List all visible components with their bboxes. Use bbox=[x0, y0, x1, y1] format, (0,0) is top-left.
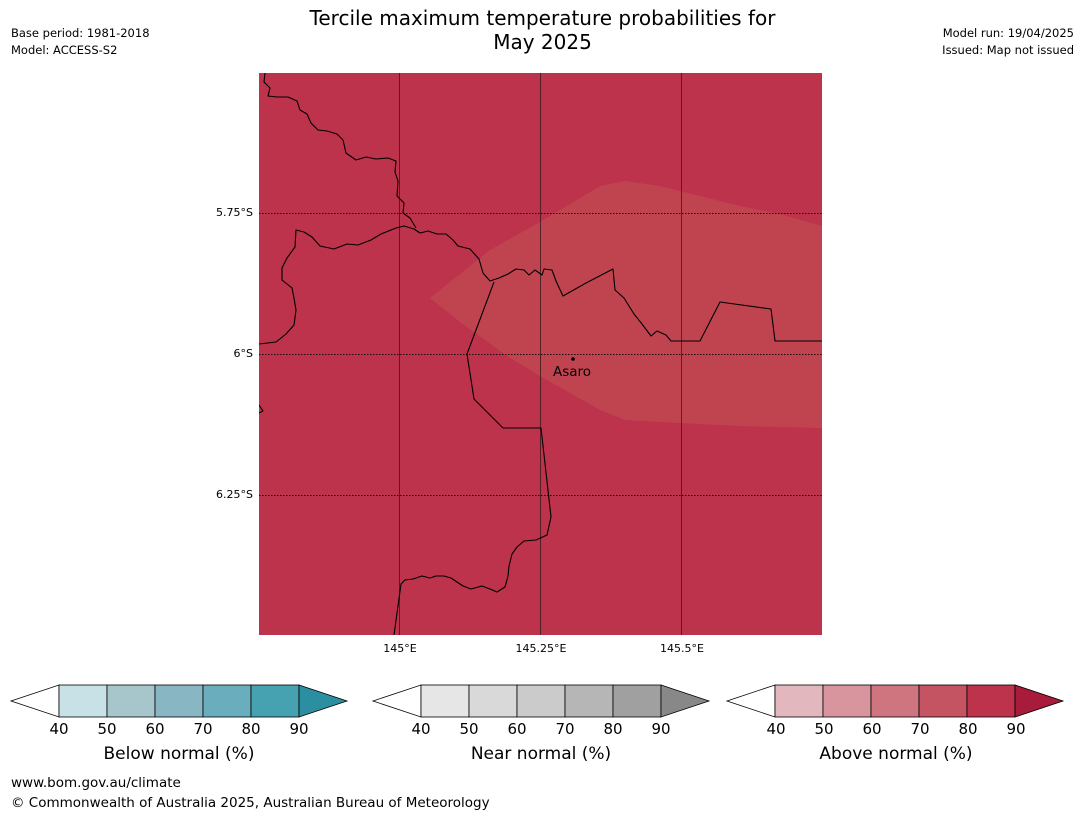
cb1-tick-40: 40 bbox=[411, 720, 431, 738]
colorbar-segment bbox=[918, 684, 968, 718]
colorbar-arrow-low bbox=[371, 684, 422, 718]
lat-label-6: 6°S bbox=[233, 347, 253, 360]
colorbar-arrow-high bbox=[660, 684, 711, 718]
cb2-tick-70: 70 bbox=[910, 720, 930, 738]
lon-label-145: 145°E bbox=[383, 642, 417, 655]
colorbar-near-normal bbox=[371, 684, 711, 718]
cb2-tick-40: 40 bbox=[766, 720, 786, 738]
map-canvas bbox=[259, 73, 822, 635]
colorbar-segment bbox=[106, 684, 156, 718]
cb1-tick-50: 50 bbox=[459, 720, 479, 738]
cb0-tick-90: 90 bbox=[289, 720, 309, 738]
map-title: Tercile maximum temperature probabilitie… bbox=[0, 6, 1085, 54]
grid-lines bbox=[259, 73, 822, 635]
cb0-tick-80: 80 bbox=[241, 720, 261, 738]
cb2-tick-90: 90 bbox=[1006, 720, 1026, 738]
cb0-tick-50: 50 bbox=[97, 720, 117, 738]
model-name: Model: ACCESS-S2 bbox=[11, 43, 118, 57]
colorbar-arrow-high bbox=[298, 684, 349, 718]
asaro-marker bbox=[571, 357, 575, 361]
cb0-tick-40: 40 bbox=[49, 720, 69, 738]
border-north-west bbox=[263, 73, 417, 229]
colorbar-segment bbox=[870, 684, 920, 718]
colorbar-segment bbox=[202, 684, 252, 718]
colorbar-below-normal bbox=[9, 684, 349, 718]
colorbar-above-normal bbox=[725, 684, 1065, 718]
province-borders bbox=[259, 73, 822, 635]
colorbar-segment bbox=[612, 684, 662, 718]
cb1-title: Near normal (%) bbox=[470, 744, 612, 764]
border-west-notch bbox=[259, 404, 264, 414]
colorbar-segment bbox=[250, 684, 300, 718]
colorbar-segment bbox=[774, 684, 824, 718]
map-title-line1: Tercile maximum temperature probabilitie… bbox=[309, 6, 776, 30]
colorbar-arrow-high bbox=[1014, 684, 1065, 718]
cb1-tick-90: 90 bbox=[651, 720, 671, 738]
cb2-tick-60: 60 bbox=[862, 720, 882, 738]
map-title-line2: May 2025 bbox=[493, 30, 592, 54]
lon-label-145-5: 145.5°E bbox=[660, 642, 704, 655]
colorbar-segment bbox=[564, 684, 614, 718]
cb2-tick-50: 50 bbox=[814, 720, 834, 738]
lat-label-6-25: 6.25°S bbox=[216, 488, 253, 501]
colorbar-segment bbox=[58, 684, 108, 718]
model-run: Model run: 19/04/2025 bbox=[942, 26, 1074, 40]
cb0-title: Below normal (%) bbox=[103, 744, 255, 764]
cb1-tick-60: 60 bbox=[507, 720, 527, 738]
cb1-tick-80: 80 bbox=[603, 720, 623, 738]
issued-status: Issued: Map not issued bbox=[942, 43, 1074, 57]
border-south bbox=[393, 281, 552, 635]
lon-label-145-25: 145.25°E bbox=[515, 642, 567, 655]
colorbar-arrow-low bbox=[9, 684, 60, 718]
cb2-title: Above normal (%) bbox=[819, 744, 973, 764]
meta-right: Model run: 19/04/2025 Issued: Map not is… bbox=[942, 25, 1074, 59]
colorbar-graphics bbox=[9, 684, 1065, 718]
probability-region bbox=[430, 181, 822, 428]
border-west-south bbox=[259, 225, 822, 345]
meta-left: Base period: 1981-2018 Model: ACCESS-S2 bbox=[11, 25, 150, 59]
colorbar-segment bbox=[154, 684, 204, 718]
base-period: Base period: 1981-2018 bbox=[11, 26, 150, 40]
place-label-asaro: Asaro bbox=[553, 364, 592, 380]
colorbar-segment bbox=[420, 684, 470, 718]
cb2-tick-80: 80 bbox=[958, 720, 978, 738]
footer-url: www.bom.gov.au/climate bbox=[11, 775, 181, 791]
footer-copyright: © Commonwealth of Australia 2025, Austra… bbox=[11, 795, 490, 811]
cb0-tick-70: 70 bbox=[193, 720, 213, 738]
colorbar-segment bbox=[822, 684, 872, 718]
colorbar-segment bbox=[468, 684, 518, 718]
cb0-tick-60: 60 bbox=[145, 720, 165, 738]
lat-label-5-75: 5.75°S bbox=[216, 206, 253, 219]
cb1-tick-70: 70 bbox=[555, 720, 575, 738]
colorbar-arrow-low bbox=[725, 684, 776, 718]
colorbar-segment bbox=[966, 684, 1016, 718]
colorbar-segment bbox=[516, 684, 566, 718]
